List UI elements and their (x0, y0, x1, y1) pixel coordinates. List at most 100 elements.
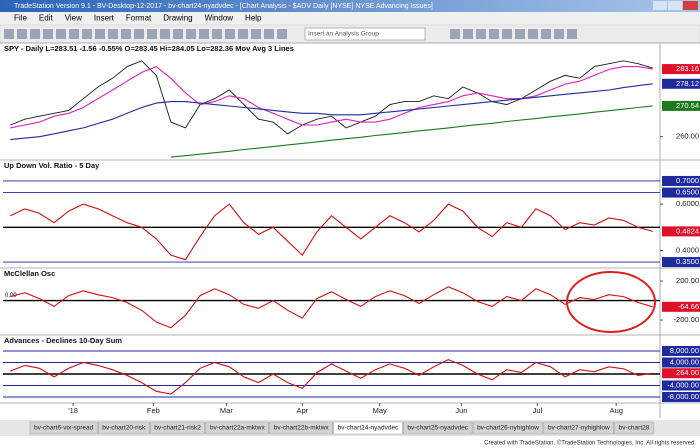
last-value-box (662, 187, 700, 198)
footer: Created with TradeStation. ©TradeStation… (484, 440, 696, 447)
tool-icon[interactable] (147, 29, 157, 39)
tab[interactable] (205, 421, 269, 435)
last-value-label: 4,000.00 (670, 357, 699, 366)
tool-icon[interactable] (95, 29, 105, 39)
series-line (170, 105, 653, 158)
panel-title: Up Down Vol. Ratio - 5 Day (4, 161, 100, 170)
tool-icon[interactable] (541, 29, 551, 39)
y-tick-label: 0.6000 (676, 199, 699, 208)
tool-icon[interactable] (450, 29, 460, 39)
tool-icon[interactable] (502, 29, 512, 39)
tab-label[interactable]: bv-chart6-vix-spread (34, 425, 94, 432)
x-tick-label: May (373, 406, 387, 415)
tool-icon[interactable] (238, 29, 248, 39)
x-tick-label: Apr (296, 406, 308, 415)
y-tick-label: 260.00 (676, 132, 699, 141)
tool-icon[interactable] (69, 29, 79, 39)
tab-label[interactable]: bv-chart25-nyadvdec (407, 425, 468, 432)
tool-icon[interactable] (30, 29, 40, 39)
tab[interactable] (29, 421, 98, 435)
series-line (10, 358, 653, 395)
tool-icon[interactable] (173, 29, 183, 39)
tool-icon[interactable] (277, 29, 287, 39)
analysis-group-dropdown[interactable] (304, 27, 426, 41)
menu-item[interactable]: Insert (94, 14, 115, 23)
tool-icon[interactable] (515, 29, 525, 39)
x-tick-label: '18 (68, 406, 78, 415)
last-value-box (662, 380, 700, 391)
menu-item[interactable]: Help (245, 14, 262, 23)
x-tick-label: Aug (610, 406, 623, 415)
tool-icon[interactable] (251, 29, 261, 39)
tab[interactable] (543, 421, 614, 435)
tool-icon[interactable] (489, 29, 499, 39)
tool-icon[interactable] (56, 29, 66, 39)
series-line (10, 60, 653, 135)
last-value-label: 0.4824 (676, 226, 699, 235)
tab[interactable] (403, 421, 473, 435)
last-value-box (662, 346, 700, 357)
menu-item[interactable]: Drawing (163, 14, 192, 23)
tool-icon[interactable] (528, 29, 538, 39)
series-line (10, 65, 653, 129)
tool-icon[interactable] (212, 29, 222, 39)
tabs: bv-chart6-vix-spread bv-chart20-risk bv-ch… (29, 421, 654, 435)
tab-label[interactable]: bv-chart24-nyadvdec (338, 425, 399, 432)
menu-item[interactable]: Edit (39, 14, 54, 23)
tab-label[interactable]: bv-chart26-nyhighlow (477, 425, 539, 432)
tool-icon[interactable] (186, 29, 196, 39)
tool-icon[interactable] (82, 29, 92, 39)
series-line (10, 286, 653, 329)
tab-label[interactable]: bv-chart20-risk (102, 425, 146, 432)
tool-icon[interactable] (199, 29, 209, 39)
last-value-box (662, 257, 700, 268)
menu-item[interactable]: Format (126, 14, 152, 23)
menu-item[interactable]: Window (205, 14, 234, 23)
tool-icon[interactable] (476, 29, 486, 39)
minimize-button[interactable] (653, 1, 667, 10)
last-value-box (662, 78, 700, 89)
last-value-label: -64.66 (678, 302, 699, 311)
tool-icon[interactable] (121, 29, 131, 39)
tab[interactable] (149, 421, 206, 435)
menu-item[interactable]: File (14, 14, 27, 23)
highlight-circle (566, 271, 656, 333)
tool-icon[interactable] (225, 29, 235, 39)
tool-icon[interactable] (463, 29, 473, 39)
tab[interactable] (614, 421, 654, 435)
x-tick-label: Jul (533, 406, 543, 415)
tool-icon[interactable] (17, 29, 27, 39)
last-value-box (662, 357, 700, 368)
y-tick-label: 0.4000 (676, 245, 699, 254)
dropdown-text: Insert an Analysis Group (308, 31, 379, 38)
tool-icon[interactable] (554, 29, 564, 39)
last-value-label: 0.3500 (676, 257, 699, 266)
title-bar (0, 0, 700, 12)
last-value-label: 0.7000 (676, 176, 699, 185)
tool-icon[interactable] (43, 29, 53, 39)
window-title: TradeStation Version 9.1 - BV-Desktop-12… (14, 3, 433, 10)
close-button[interactable] (683, 1, 698, 10)
tool-icon[interactable] (160, 29, 170, 39)
tab-label[interactable]: bv-chart21-risk2 (154, 425, 201, 432)
tool-icon[interactable] (4, 29, 14, 39)
tool-icon[interactable] (108, 29, 118, 39)
tab-label[interactable]: bv-chart28 (619, 425, 650, 432)
maximize-button[interactable] (668, 1, 682, 10)
last-value-box (662, 100, 700, 111)
tab-label[interactable]: bv-chart27-nyhighlow (548, 425, 610, 432)
tab[interactable] (333, 421, 403, 435)
tab[interactable] (472, 421, 544, 435)
tool-icon[interactable] (264, 29, 274, 39)
menu-item[interactable]: View (65, 14, 82, 23)
tab[interactable] (269, 421, 333, 435)
series-line (10, 83, 653, 141)
tab-label[interactable]: bv-chart22b-mktwx (274, 425, 330, 432)
tool-icon[interactable] (567, 29, 577, 39)
tab[interactable] (98, 421, 150, 435)
tab-label[interactable]: bv-chart22a-mktwx (210, 425, 266, 432)
last-value-label: 278.12 (676, 79, 699, 88)
tool-icon[interactable] (134, 29, 144, 39)
last-value-box (662, 226, 700, 237)
